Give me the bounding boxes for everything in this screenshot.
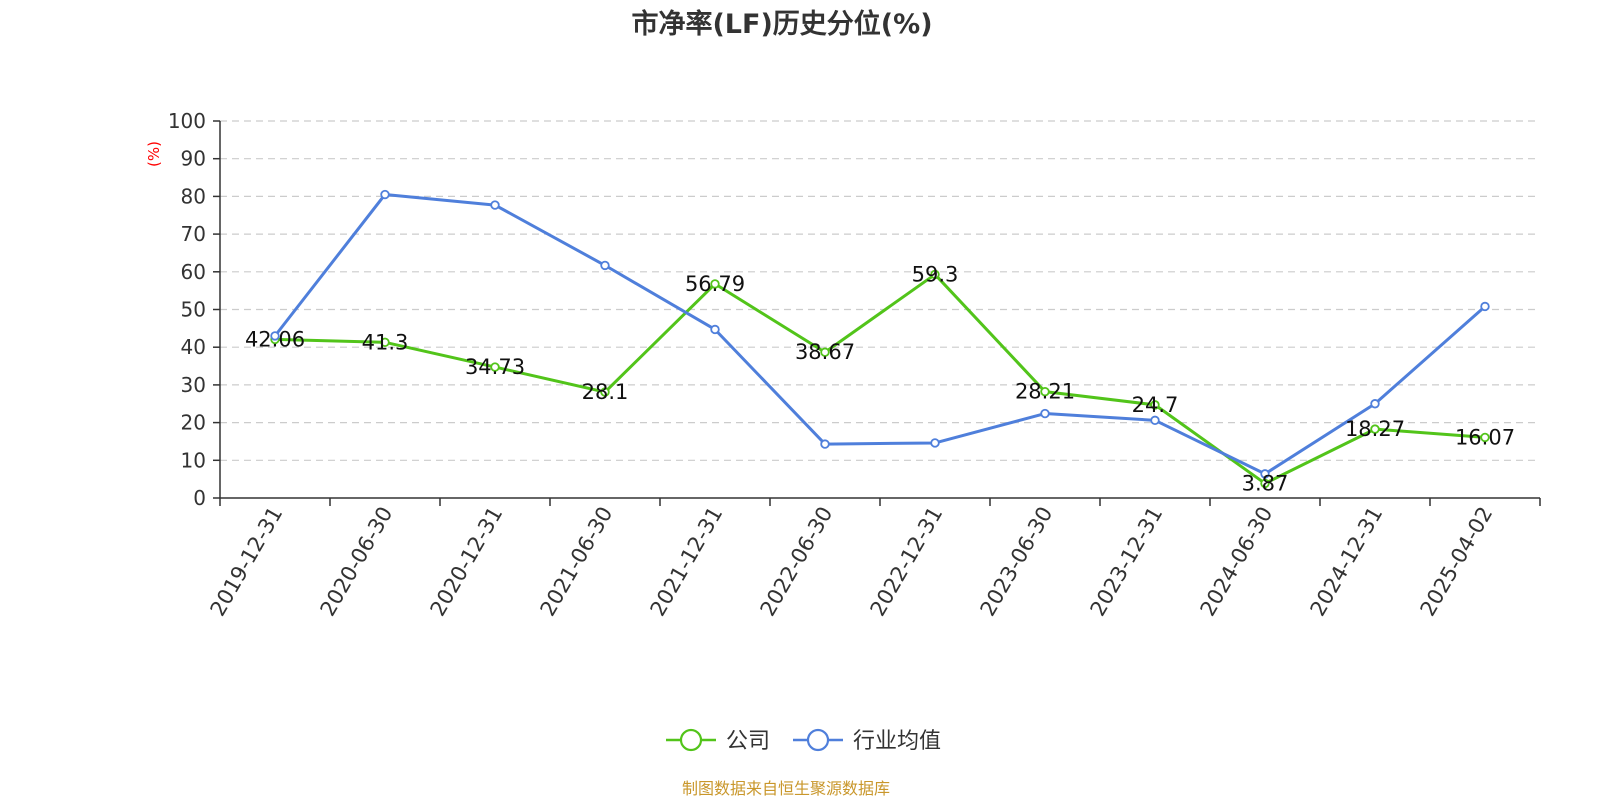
data-label: 28.21 — [1015, 380, 1075, 404]
series-point-0 — [930, 269, 940, 280]
series-point-0 — [1260, 478, 1270, 489]
legend-marker-0 — [679, 728, 703, 752]
data-label: 41.3 — [362, 330, 409, 354]
y-tick-label: 100 — [168, 109, 206, 133]
series-point-0 — [600, 387, 610, 397]
y-tick-label: 40 — [181, 335, 206, 359]
x-tick-label: 2021-12-31 — [646, 503, 728, 621]
x-tick-label: 2023-06-30 — [976, 503, 1058, 621]
x-tick-label: 2022-12-31 — [866, 503, 948, 621]
data-label: 34.73 — [465, 355, 525, 379]
series-line-1 — [273, 193, 1486, 476]
data-label: 38.67 — [795, 340, 855, 364]
series — [270, 189, 1490, 489]
series-point-0 — [820, 347, 830, 357]
x-tick-label: 2020-06-30 — [316, 503, 398, 621]
series-point-1 — [270, 331, 280, 341]
y-tick-label: 90 — [181, 147, 206, 171]
x-tick-label: 2025-04-02 — [1416, 503, 1498, 621]
grid — [220, 120, 1540, 461]
x-tick-label: 2024-12-31 — [1306, 503, 1388, 621]
y-tick-label: 60 — [181, 260, 206, 284]
x-ticks: 2019-12-31 2020-06-30 2020-12-31 2021-06-30… — [206, 498, 1541, 621]
y-tick-label: 50 — [181, 298, 206, 322]
x-tick-label: 2020-12-31 — [426, 503, 508, 621]
series-point-1 — [710, 324, 720, 335]
series-point-1 — [600, 260, 610, 271]
series-point-0 — [1370, 424, 1380, 434]
series-point-0 — [1480, 432, 1490, 443]
data-label: 56.79 — [685, 272, 745, 296]
data-label: 42.06 — [245, 327, 305, 351]
y-tick-label: 30 — [181, 373, 206, 397]
data-labels: 42.06 41.3 34.73 28.1 56.79 38.67 59.3 28.21 24.… — [245, 262, 1515, 495]
series-point-1 — [1040, 408, 1050, 419]
x-tick-label: 2019-12-31 — [206, 503, 288, 621]
data-label: 16.07 — [1455, 425, 1515, 449]
series-point-1 — [1480, 301, 1490, 312]
series-point-1 — [930, 438, 940, 448]
y-axis-label: (%) — [145, 141, 163, 167]
series-line-0 — [274, 272, 1486, 485]
series-point-1 — [1370, 399, 1380, 409]
x-tick-label: 2024-06-30 — [1196, 503, 1278, 621]
data-label: 24.7 — [1132, 393, 1179, 417]
series-point-0 — [1040, 386, 1050, 397]
data-label: 28.1 — [582, 380, 629, 404]
series-point-1 — [490, 200, 500, 210]
series-point-0 — [380, 337, 390, 347]
data-label: 18.27 — [1345, 417, 1405, 441]
y-tick-label: 20 — [181, 411, 206, 435]
chart-title: 市净率(LF)历史分位(%) — [631, 8, 932, 40]
series-point-1 — [1150, 415, 1160, 426]
y-tick-label: 80 — [181, 184, 206, 208]
series-point-0 — [490, 362, 500, 372]
data-label: 59.3 — [912, 262, 959, 286]
series-point-1 — [380, 189, 390, 200]
y-tick-label: 70 — [181, 222, 206, 246]
y-tick-label: 0 — [193, 486, 206, 510]
series-point-1 — [1260, 469, 1270, 479]
source-note: 制图数据来自恒生聚源数据库 — [682, 779, 890, 798]
legend-marker-1 — [806, 728, 830, 752]
series-point-0 — [710, 279, 720, 289]
series-point-0 — [1150, 400, 1160, 410]
series-point-1 — [820, 439, 830, 449]
y-tick-label: 10 — [181, 448, 206, 472]
x-tick-label: 2023-12-31 — [1086, 503, 1168, 621]
x-tick-label: 2021-06-30 — [536, 503, 618, 621]
y-ticks: 0 10 20 30 40 50 60 70 80 90 100 — [168, 109, 220, 510]
x-tick-label: 2022-06-30 — [756, 503, 838, 621]
legend: 公司 行业均值 — [666, 728, 941, 754]
legend-label-1: 行业均值 — [853, 729, 941, 754]
legend-label-0: 公司 — [726, 729, 770, 754]
data-label: 3.87 — [1242, 471, 1289, 495]
